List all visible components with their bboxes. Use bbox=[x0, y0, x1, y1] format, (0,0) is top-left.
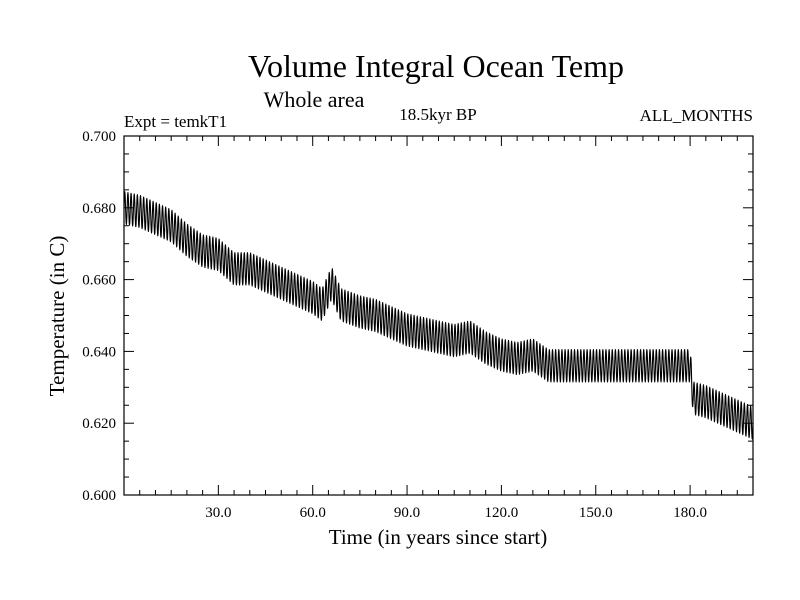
x-tick-label: 30.0 bbox=[205, 505, 231, 521]
months-label: ALL_MONTHS bbox=[640, 106, 753, 125]
temperature-series-line bbox=[123, 191, 754, 440]
x-tick-label: 120.0 bbox=[485, 505, 519, 521]
axis-ticks: 30.0 60.0 90.0 120.0 150.0 180.0 0.600 0.620 0.6… bbox=[82, 129, 753, 521]
x-tick-label: 60.0 bbox=[300, 505, 326, 521]
y-axis-label: Temperature (in C) bbox=[45, 236, 69, 397]
series-layer bbox=[123, 191, 754, 440]
plot-area: 30.0 60.0 90.0 120.0 150.0 180.0 0.600 0.620 0.6… bbox=[82, 129, 754, 521]
expt-label: Expt = temkT1 bbox=[124, 112, 227, 131]
y-tick-label: 0.600 bbox=[82, 488, 116, 504]
x-axis-label: Time (in years since start) bbox=[329, 525, 548, 549]
plot-frame bbox=[123, 135, 754, 496]
chart-title: Volume Integral Ocean Temp bbox=[248, 48, 624, 84]
chart-subtitle: Whole area bbox=[264, 87, 365, 112]
x-tick-label: 150.0 bbox=[579, 505, 613, 521]
x-tick-label: 180.0 bbox=[673, 505, 707, 521]
y-tick-label: 0.640 bbox=[82, 344, 116, 360]
period-label: 18.5kyr BP bbox=[399, 105, 476, 124]
y-tick-label: 0.660 bbox=[82, 273, 116, 289]
y-tick-label: 0.620 bbox=[82, 416, 116, 432]
y-tick-label: 0.680 bbox=[82, 201, 116, 217]
y-tick-label: 0.700 bbox=[82, 129, 116, 145]
x-tick-label: 90.0 bbox=[394, 505, 420, 521]
